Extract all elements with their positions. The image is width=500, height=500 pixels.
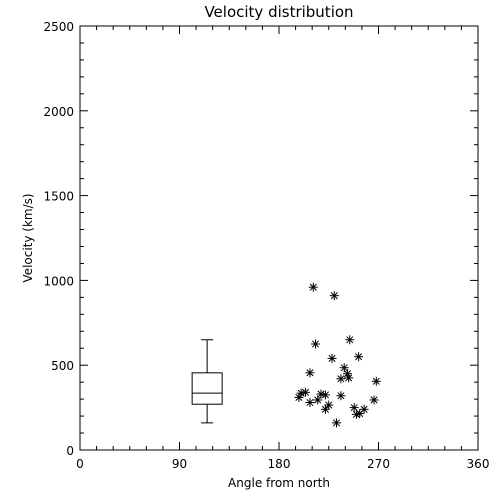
y-tick-label: 1500 [43,190,74,204]
box-iqr [191,372,223,405]
y-tick-label: 500 [51,359,74,373]
x-tick-label: 0 [76,457,84,471]
data-point [331,418,341,428]
scatter-points [294,282,381,428]
data-point [369,395,379,405]
y-axis-label: Velocity (km/s) [21,193,35,282]
data-point [354,352,364,362]
data-point [351,409,361,419]
y-tick-label: 0 [66,444,74,458]
data-point [313,395,323,405]
x-axis-tick-labels: 0 90 180 270 360 [76,457,489,471]
boxplot [191,339,223,424]
x-tick-label: 270 [367,457,390,471]
data-point [344,373,354,383]
x-axis-label: Angle from north [228,476,330,490]
chart-title: Velocity distribution [204,3,353,21]
x-tick-label: 180 [268,457,291,471]
data-point [305,368,315,378]
x-tick-label: 360 [467,457,490,471]
data-point [327,353,337,363]
data-point [305,398,315,408]
plot-frame [79,25,479,451]
y-tick-label: 2500 [43,20,74,34]
data-point [310,339,320,349]
data-point [320,404,330,414]
y-tick-label: 1000 [43,274,74,288]
y-tick-label: 2000 [43,105,74,119]
x-axis-ticks [79,26,479,450]
data-point [336,374,346,384]
data-point [371,376,381,386]
data-point [294,392,304,402]
data-point [308,282,318,292]
data-point [301,387,311,397]
data-point [345,335,355,345]
data-point [329,291,339,301]
data-point [349,403,359,413]
y-axis-tick-labels: 0 500 1000 1500 2000 2500 [43,20,74,458]
x-tick-label: 90 [172,457,187,471]
y-axis-ticks [80,25,478,451]
data-point [320,390,330,400]
data-point [336,391,346,401]
